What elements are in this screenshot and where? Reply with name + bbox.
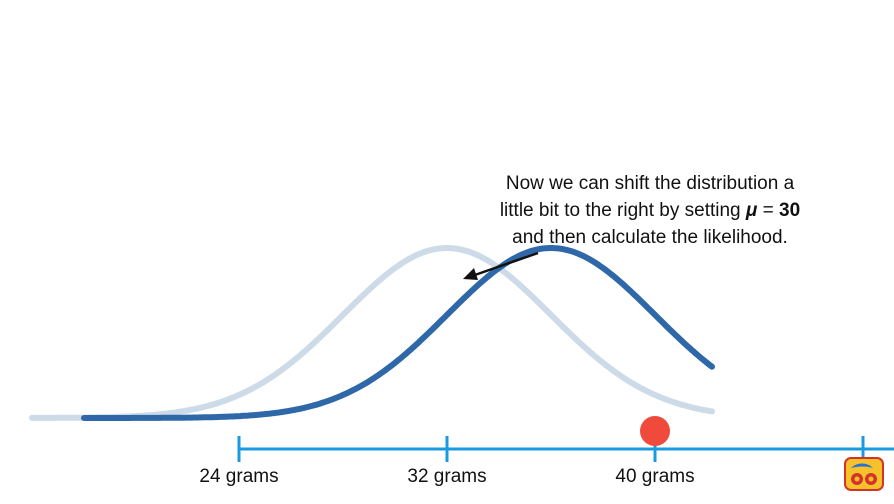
equals-sign: =: [757, 200, 780, 221]
pointer-arrow-icon: [463, 251, 539, 280]
mu-value: 30: [779, 200, 801, 221]
annotation-text: Now we can shift the distribution a litt…: [440, 170, 860, 251]
mu-symbol: μ: [745, 200, 758, 221]
statquest-logo-icon: [844, 457, 884, 491]
annotation-line-3: and then calculate the likelihood.: [512, 227, 788, 248]
annotation-line-2: little bit to the right by setting μ = 3…: [440, 197, 860, 224]
observation-dot: [640, 416, 670, 446]
current-distribution-curve: [81, 245, 715, 421]
number-line: [237, 436, 894, 462]
tick-label-24: 24 grams: [199, 466, 279, 487]
tick-label-40: 40 grams: [615, 466, 695, 487]
annotation-line-1: Now we can shift the distribution a: [505, 173, 795, 194]
tick-label-32: 32 grams: [407, 466, 487, 487]
annotation-line-2-prefix: little bit to the right by setting: [499, 200, 741, 221]
